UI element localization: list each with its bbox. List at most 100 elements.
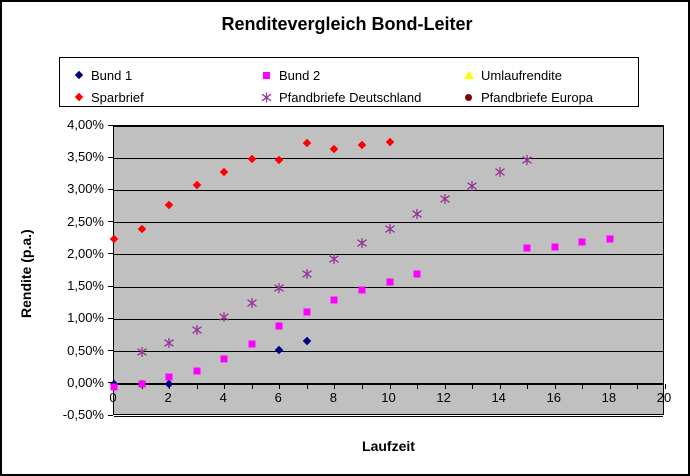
legend-label: Pfandbriefe Deutschland	[279, 89, 422, 105]
x-tick-label: 16	[546, 389, 562, 405]
data-point-pfandbriefe-deutschland	[384, 224, 395, 235]
x-tick-label: 8	[329, 389, 337, 405]
y-tick-label: 4,00%	[67, 117, 104, 132]
x-axis-tick	[637, 383, 639, 389]
legend-item-bund-2: Bund 2	[260, 65, 320, 85]
y-tick-label: 2,50%	[67, 213, 104, 229]
data-point-pfandbriefe-deutschland	[357, 237, 367, 248]
y-gridline	[114, 189, 663, 191]
y-axis-tick	[108, 382, 113, 384]
legend-label: Bund 1	[91, 67, 133, 83]
x-axis-line	[114, 382, 663, 385]
y-axis-title: Rendite (p.a.)	[18, 229, 34, 318]
data-point-pfandbriefe-deutschland	[274, 283, 285, 294]
y-tick-label: 1,00%	[67, 310, 104, 326]
data-point-bund-2	[110, 383, 118, 391]
legend-marker-box	[462, 91, 475, 104]
x-axis-tick	[196, 383, 198, 389]
data-point-bund-2	[330, 296, 338, 304]
x-tick-label: 14	[491, 389, 506, 405]
y-tick-label: 3,50%	[67, 149, 104, 165]
x-tick-label: 4	[219, 389, 227, 405]
legend-label: Pfandbriefe Europa	[481, 89, 594, 105]
y-gridline	[114, 157, 663, 159]
x-axis-tick	[361, 383, 363, 389]
legend-item-bund-1: Bund 1	[72, 65, 132, 85]
data-point-bund-2	[193, 367, 201, 375]
legend-item-pfandbriefe-europa: Pfandbriefe Europa	[462, 87, 593, 107]
data-point-pfandbriefe-deutschland	[246, 298, 257, 309]
y-axis-tick	[108, 188, 113, 190]
data-point-pfandbriefe-deutschland	[467, 180, 478, 191]
data-point-pfandbriefe-deutschland	[219, 312, 230, 323]
data-point-bund-2	[551, 243, 559, 250]
data-point-bund-2	[413, 270, 421, 278]
diamond-marker-icon	[74, 92, 83, 102]
y-gridline	[114, 254, 663, 256]
x-tick-label: 0	[109, 389, 117, 405]
y-axis-tick	[108, 414, 113, 416]
data-point-sparbrief	[275, 155, 284, 164]
y-axis-tick	[108, 350, 113, 352]
data-point-pfandbriefe-deutschland	[191, 325, 202, 336]
data-point-bund-1	[275, 346, 284, 355]
y-tick-label: -0,50%	[62, 407, 104, 422]
chart-title: Renditevergleich Bond-Leiter	[221, 14, 473, 34]
legend-marker-box	[260, 91, 273, 104]
data-point-pfandbriefe-deutschland	[301, 268, 312, 279]
data-point-sparbrief	[247, 154, 256, 164]
x-axis-tick	[279, 383, 281, 389]
x-axis-tick	[224, 383, 226, 389]
data-point-bund-2	[138, 380, 146, 388]
data-point-sparbrief	[164, 200, 174, 209]
y-tick-label: 1,50%	[67, 278, 104, 294]
y-tick-label: 0,00%	[67, 374, 104, 390]
x-tick-label: 20	[656, 389, 672, 405]
data-point-sparbrief	[330, 144, 339, 153]
legend-marker-box	[462, 69, 475, 82]
legend-item-pfandbriefe-deutschland: Pfandbriefe Deutschland	[260, 87, 421, 107]
data-point-sparbrief	[192, 181, 201, 190]
x-axis-tick	[389, 383, 391, 389]
y-tick-label: 2,00%	[67, 245, 104, 261]
y-axis-tick	[108, 317, 113, 319]
data-point-sparbrief	[357, 141, 367, 150]
x-axis-tick	[417, 383, 419, 389]
y-gridline	[114, 222, 663, 224]
data-point-pfandbriefe-deutschland	[494, 167, 505, 178]
y-axis-tick	[108, 221, 113, 223]
data-point-bund-2	[165, 373, 173, 381]
x-tick-label: 6	[274, 389, 282, 405]
data-point-sparbrief	[109, 234, 119, 244]
square-marker-icon	[263, 71, 270, 79]
data-point-pfandbriefe-deutschland	[522, 154, 533, 165]
data-point-bund-2	[275, 322, 283, 330]
legend-item-umlaufrendite: Umlaufrendite	[462, 65, 562, 85]
legend-marker-box	[260, 69, 273, 82]
data-point-pfandbriefe-deutschland	[164, 338, 174, 349]
x-axis-tick	[334, 383, 336, 389]
legend-label: Umlaufrendite	[481, 67, 562, 83]
y-tick-label: 0,50%	[67, 342, 104, 358]
y-gridline	[114, 125, 663, 127]
star-marker-icon	[261, 92, 272, 102]
legend-marker-box	[72, 91, 85, 104]
data-point-pfandbriefe-deutschland	[439, 193, 450, 204]
x-axis-tick	[444, 383, 446, 389]
y-gridline	[114, 351, 663, 353]
legend: Bund 1 Bund 2 Umlaufrendite Sparbrief Pfandb…	[59, 57, 639, 107]
legend-item-sparbrief: Sparbrief	[72, 87, 144, 107]
y-axis-tick	[108, 285, 113, 287]
x-axis-tick	[665, 383, 666, 389]
x-axis-tick	[554, 383, 556, 389]
data-point-bund-2	[358, 286, 366, 294]
x-axis-title: Laufzeit	[362, 438, 415, 454]
data-point-bund-1	[302, 336, 312, 345]
x-axis-tick	[609, 383, 611, 389]
data-point-bund-2	[386, 278, 393, 286]
data-point-bund-2	[578, 238, 586, 246]
x-axis-tick	[306, 383, 308, 389]
data-point-bund-2	[606, 235, 614, 243]
data-point-sparbrief	[385, 137, 394, 147]
x-tick-label: 12	[436, 389, 451, 405]
